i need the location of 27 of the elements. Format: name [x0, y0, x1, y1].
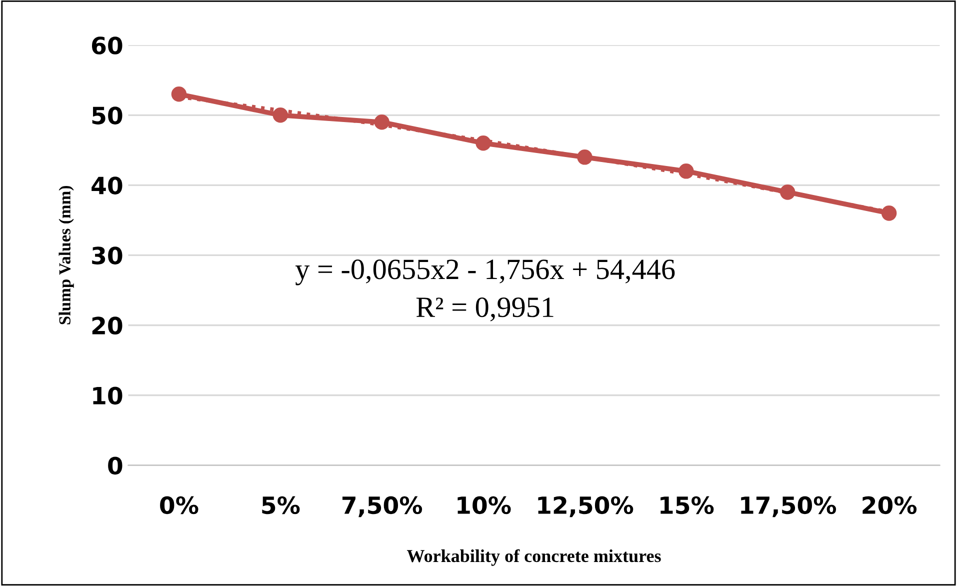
x-tick-label: 15% — [660, 496, 714, 514]
y-tick-label: 40 — [92, 176, 122, 194]
point — [780, 184, 796, 200]
annotation: R² = 0,9951 — [416, 297, 554, 322]
point — [678, 164, 694, 179]
annotation: y = -0,0655x2 - 1,756x + 54,446 — [295, 260, 675, 286]
x-axis-title: Workability of concrete mixtures — [406, 549, 661, 566]
x-tick-label: 10% — [458, 496, 511, 514]
x-tick-label: 20% — [862, 496, 917, 514]
y-tick-label: 60 — [92, 36, 122, 54]
y-tick-label: 20 — [92, 316, 122, 335]
y-axis-title: Slump Values (mm) — [58, 186, 74, 324]
y-tick-label: 0 — [108, 456, 122, 475]
x-tick-label: 5% — [262, 496, 300, 514]
y-tick-label: 30 — [92, 246, 122, 265]
x-tick-label: 7,50% — [342, 496, 422, 518]
point — [171, 86, 187, 102]
point — [272, 108, 288, 123]
point — [374, 114, 390, 130]
x-tick-label: 0% — [160, 496, 198, 514]
x-tick-label: 12,50% — [538, 496, 634, 518]
point — [476, 136, 491, 151]
point — [577, 150, 592, 165]
y-tick-label: 10 — [93, 386, 122, 405]
point — [881, 206, 897, 221]
y-tick-label: 50 — [92, 106, 122, 124]
x-tick-label: 17,50% — [741, 496, 836, 518]
